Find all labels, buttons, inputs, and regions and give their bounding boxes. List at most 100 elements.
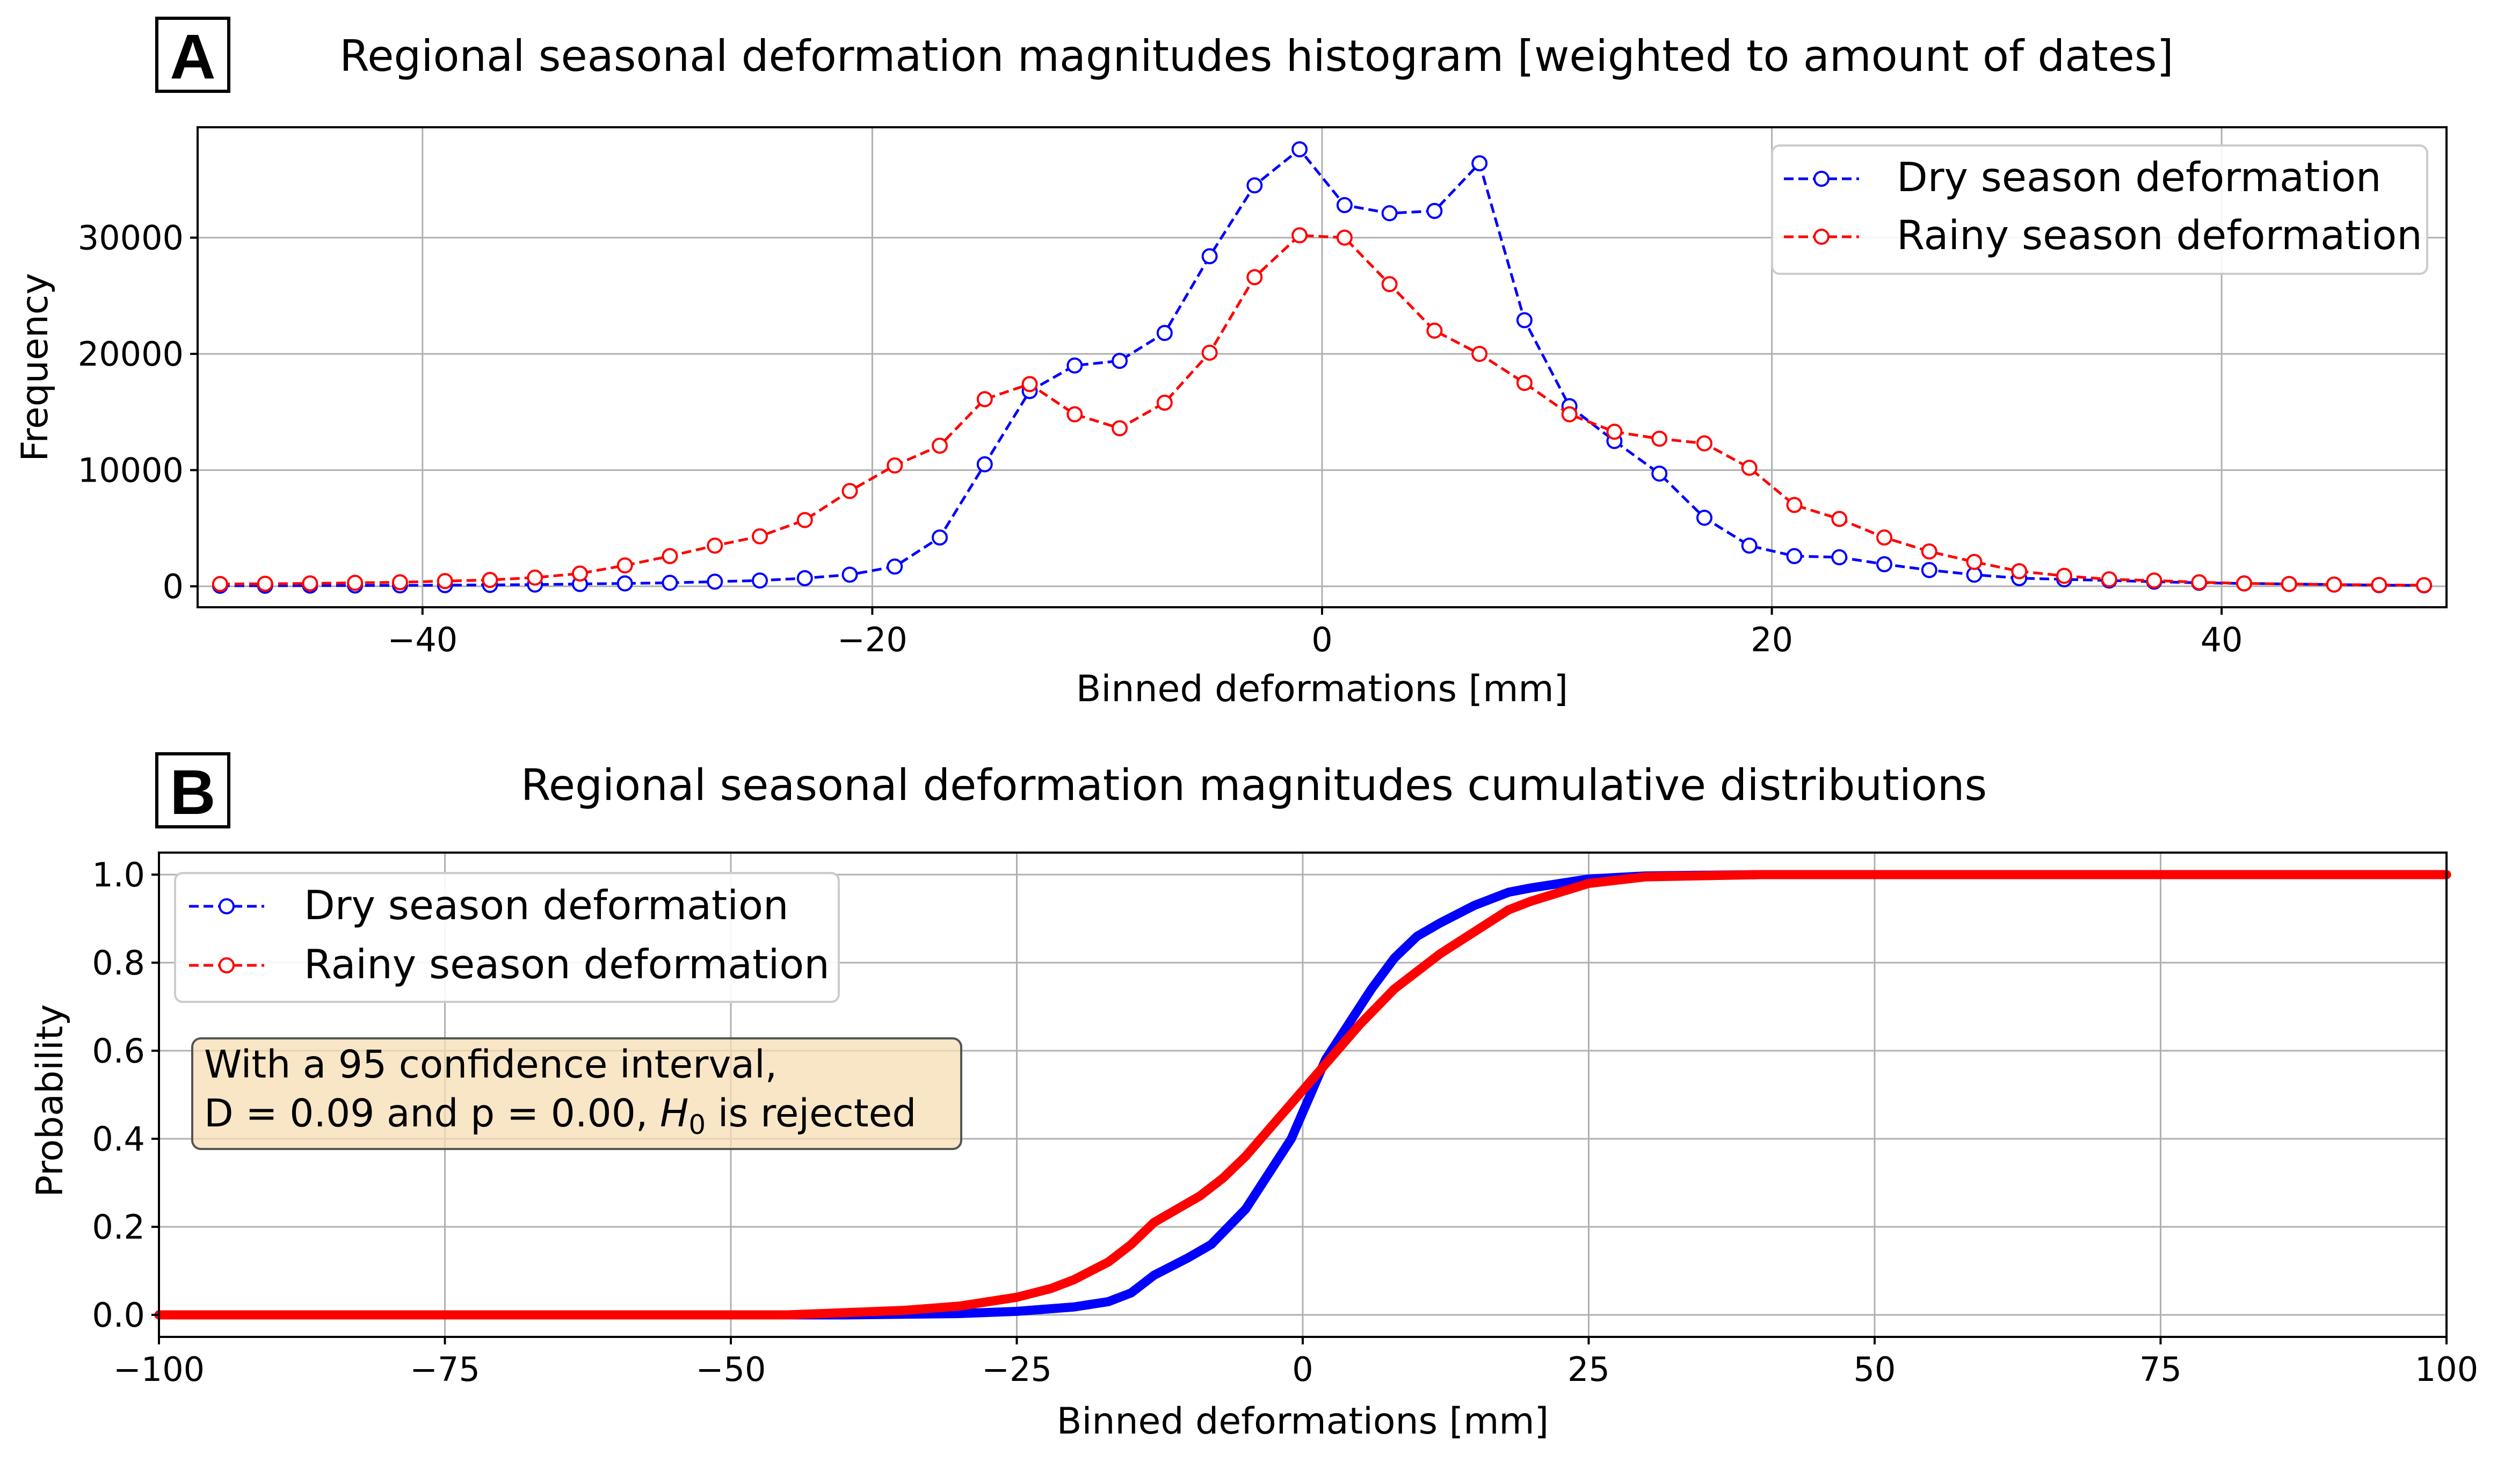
annotation-h-subscript: 0	[688, 1109, 706, 1140]
rainy-data-point	[1426, 322, 1443, 339]
rainy-data-point	[2191, 574, 2208, 591]
panel-b-letter: B	[170, 757, 215, 828]
rainy-data-point	[571, 565, 588, 582]
dry-data-point	[796, 570, 813, 586]
panel-b-title: Regional seasonal deformation magnitudes…	[521, 760, 1987, 810]
rainy-data-point	[752, 528, 768, 544]
rainy-data-point	[1112, 420, 1128, 437]
rainy-data-point	[1156, 395, 1173, 411]
rainy-data-point	[1291, 227, 1308, 244]
annotation-line-1: With a 95 confidence interval,	[204, 1042, 777, 1087]
rainy-data-point	[482, 572, 498, 588]
rainy-data-point	[1696, 435, 1712, 452]
y-tick-label: 0.0	[92, 1296, 145, 1335]
legend-dry-label: Dry season deformation	[1897, 154, 2382, 201]
rainy-data-point	[1336, 229, 1353, 246]
rainy-data-point	[1741, 460, 1758, 476]
rainy-data-point	[2236, 575, 2253, 592]
rainy-cdf-line	[154, 870, 2451, 1320]
panel-b-ticks: −100 −75 −50 −25 0 25 50 75 100 0.0 0.2 0.4 0.6 0.8 1.…	[92, 855, 2478, 1389]
panel-a-ylabel: Frequency	[14, 273, 56, 461]
dry-cdf-line	[154, 870, 2451, 1320]
y-tick-label: 0	[163, 567, 184, 606]
dry-data-point	[1381, 205, 1398, 222]
legend-b-rainy-marker	[219, 957, 235, 973]
dry-data-point	[1201, 248, 1218, 265]
dry-data-point	[616, 575, 633, 592]
rainy-data-point	[707, 537, 723, 554]
legend-b-rainy-label: Rainy season deformation	[304, 941, 830, 988]
panel-a-title: Regional seasonal deformation magnitudes…	[339, 31, 2174, 81]
dry-data-point	[887, 558, 903, 575]
rainy-data-point	[1606, 424, 1623, 440]
rainy-data-point	[1831, 511, 1848, 527]
rainy-data-point	[2146, 572, 2162, 589]
x-tick-label: −100	[113, 1350, 205, 1389]
panel-b-legend: Dry season deformation Rainy season defo…	[174, 872, 840, 1003]
panel-a-xlabel: Binned deformations [mm]	[1076, 668, 1568, 710]
rainy-data-point	[1516, 375, 1533, 391]
panel-a-legend: Dry season deformation Rainy season defo…	[1771, 144, 2428, 275]
y-tick-label: 0.4	[92, 1119, 145, 1159]
dry-data-point	[1336, 197, 1353, 214]
rainy-data-point	[437, 573, 453, 590]
rainy-data-point	[2101, 571, 2117, 588]
rainy-data-point	[1471, 346, 1488, 362]
x-tick-label: 50	[1854, 1350, 1896, 1389]
dry-data-point	[662, 574, 678, 591]
x-tick-label: 75	[2139, 1350, 2182, 1389]
legend-dry-marker	[1813, 171, 1830, 187]
x-tick-label: 100	[2415, 1350, 2478, 1389]
rainy-data-point	[2011, 563, 2028, 579]
panel-b-series	[154, 870, 2451, 1320]
rainy-data-point	[1201, 344, 1218, 361]
annotation-line-2-post: is rejected	[706, 1091, 916, 1136]
dry-data-point	[1516, 312, 1533, 329]
rainy-data-point	[2326, 576, 2342, 593]
panel-a-ticks: −40 −20 0 20 40 0 10000 20000 30000	[78, 219, 2243, 659]
rainy-data-point	[976, 391, 993, 408]
panel-b-xlabel: Binned deformations [mm]	[1057, 1400, 1549, 1443]
x-tick-label: −40	[387, 620, 458, 659]
panel-b-annotation: With a 95 confidence interval, D = 0.09 …	[191, 1037, 962, 1150]
rainy-data-point	[662, 548, 678, 564]
x-tick-label: −25	[982, 1350, 1052, 1389]
x-tick-label: −20	[837, 620, 908, 659]
panel-a-letter: A	[170, 21, 215, 92]
dry-data-point	[1876, 556, 1892, 572]
dry-data-point	[1112, 353, 1128, 369]
rainy-data-point	[2416, 577, 2433, 593]
dry-data-point	[1426, 202, 1443, 219]
rainy-data-point	[887, 457, 903, 474]
dry-data-point	[1471, 155, 1488, 172]
annotation-box	[191, 1037, 962, 1150]
y-tick-label: 0.6	[92, 1031, 145, 1071]
panel-b-ylabel: Probability	[29, 1004, 71, 1197]
dry-data-point	[752, 572, 768, 589]
rainy-data-point	[391, 574, 408, 591]
panel-b-letter-box	[155, 752, 230, 828]
y-tick-label: 1.0	[92, 855, 145, 894]
rainy-data-point	[1381, 276, 1398, 293]
rainy-data-point	[1651, 431, 1668, 447]
panel-b: B Regional seasonal deformation magnitud…	[29, 752, 2478, 1443]
dry-data-point	[932, 529, 948, 546]
rainy-data-point	[527, 569, 543, 586]
dry-data-point	[1741, 537, 1758, 554]
rainy-data-point	[1246, 269, 1263, 286]
legend-rainy-label: Rainy season deformation	[1897, 212, 2422, 259]
rainy-data-point	[1786, 497, 1803, 513]
annotation-line-2-pre: D = 0.09 and p = 0.00,	[204, 1091, 660, 1136]
x-tick-label: 25	[1567, 1350, 1610, 1389]
annotation-line-2: D = 0.09 and p = 0.00, H0 is rejected	[204, 1091, 916, 1140]
rainy-data-point	[841, 483, 858, 499]
x-tick-label: 0	[1311, 620, 1332, 659]
rainy-data-point	[347, 574, 364, 591]
dry-data-point	[1156, 325, 1173, 341]
dry-data-point	[1831, 549, 1848, 565]
rainy-data-point	[1966, 554, 1983, 570]
legend-b-dry-label: Dry season deformation	[304, 882, 789, 929]
x-tick-label: 20	[1751, 620, 1793, 659]
y-tick-label: 0.8	[92, 943, 145, 983]
